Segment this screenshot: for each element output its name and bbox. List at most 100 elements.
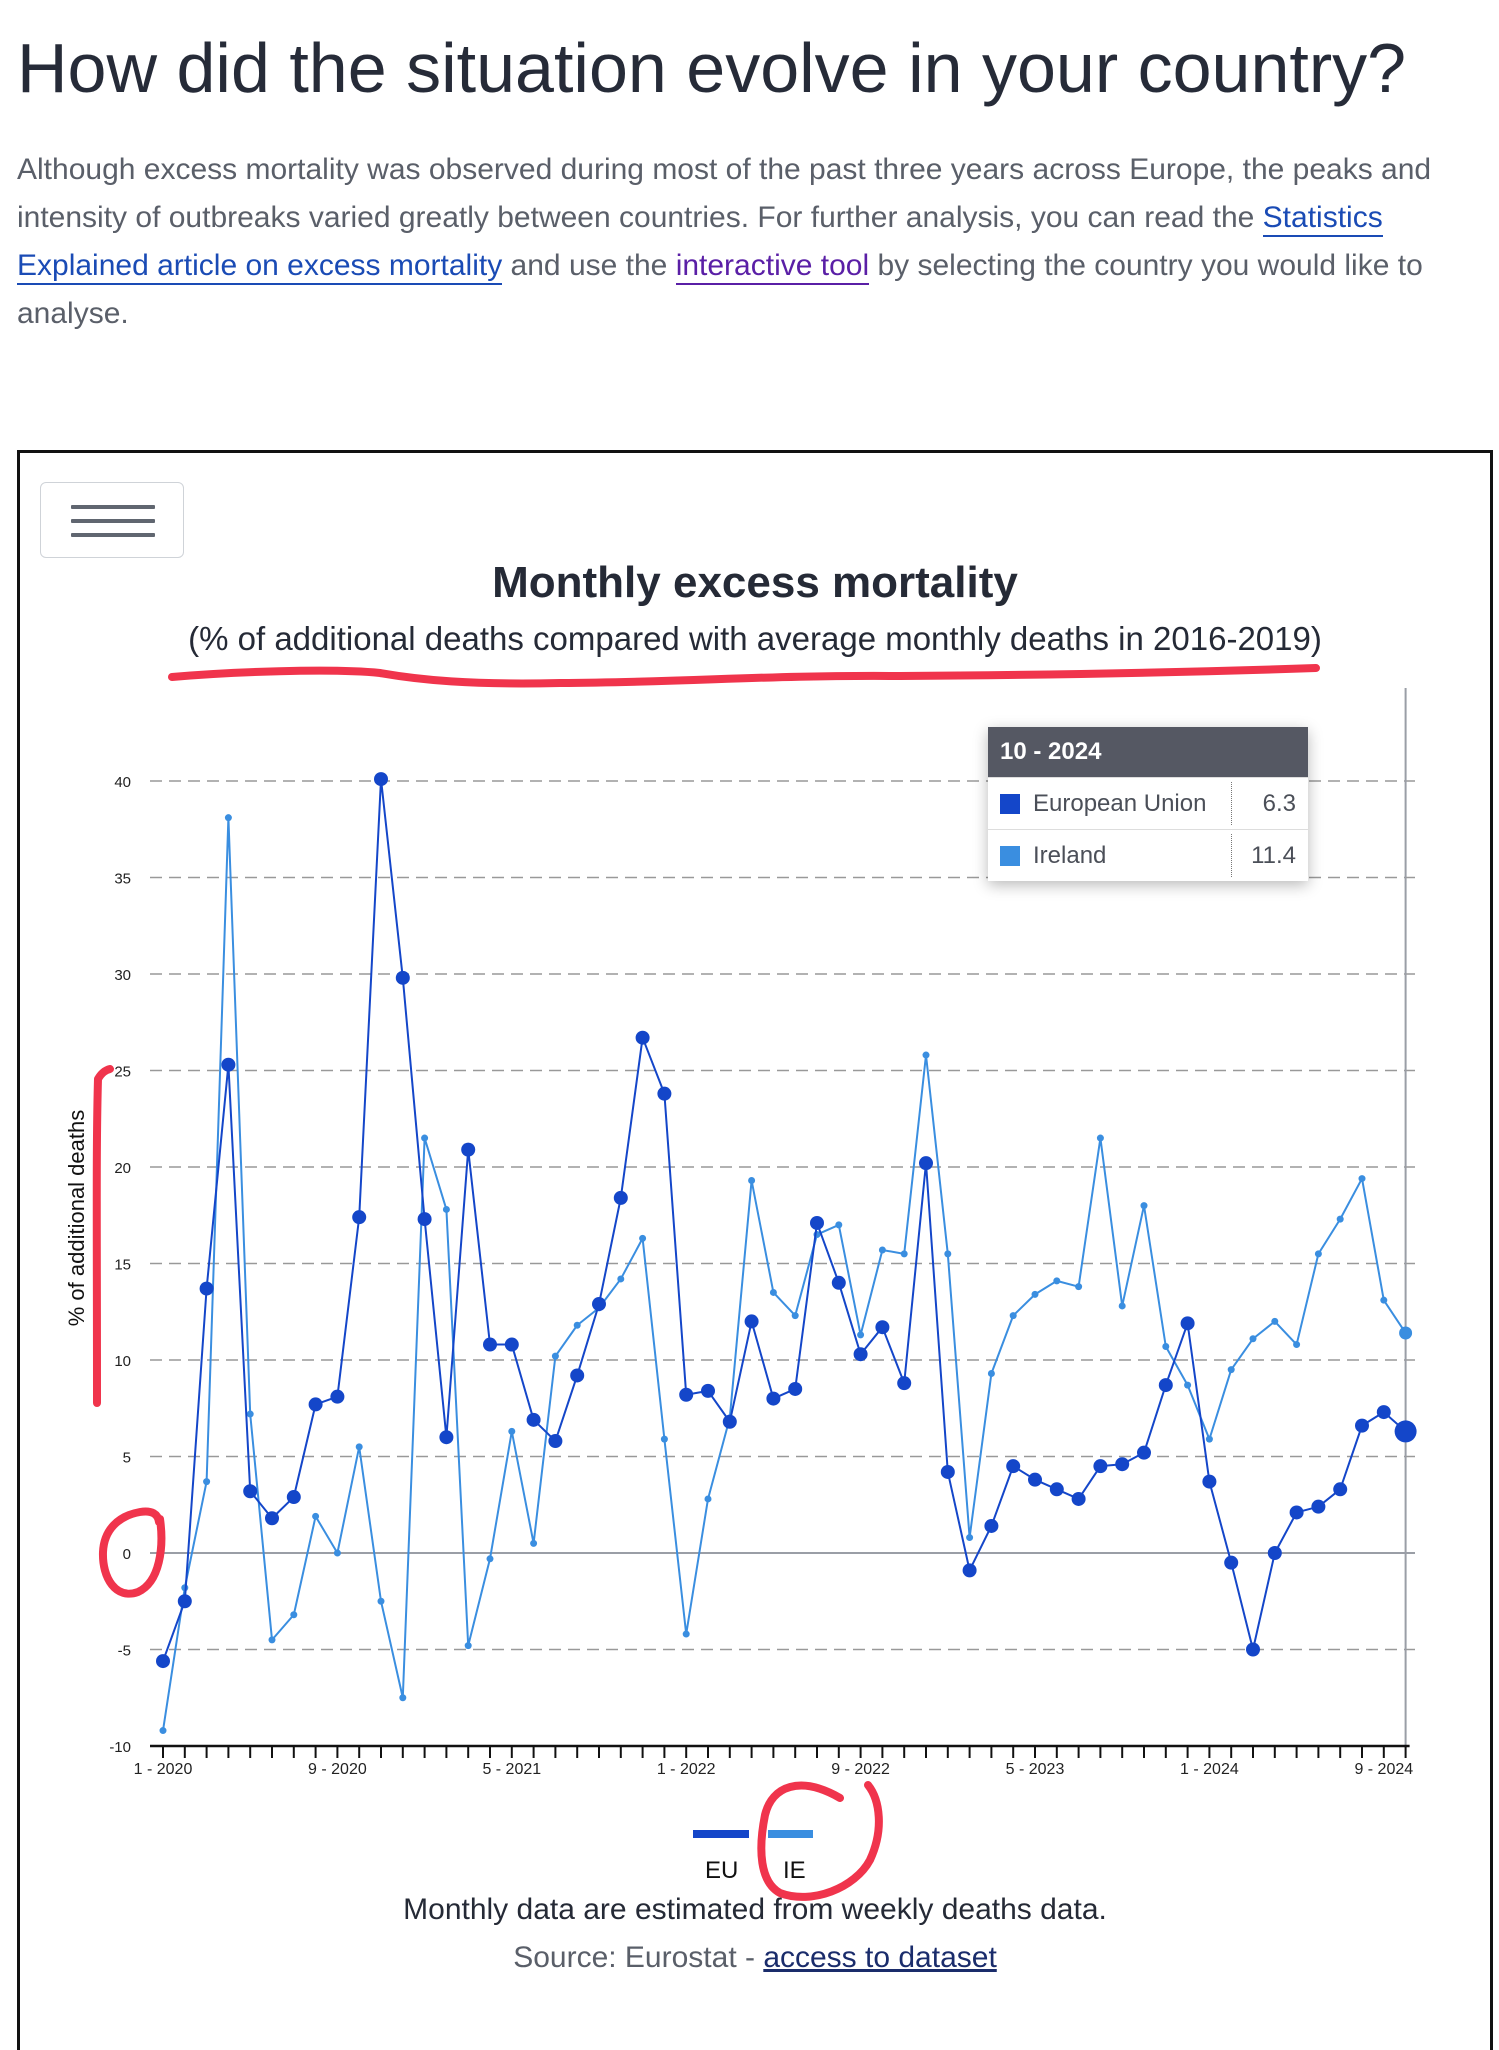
- data-point: [374, 772, 388, 787]
- chart-menu-button[interactable]: [40, 482, 184, 558]
- dataset-link[interactable]: access to dataset: [763, 1941, 997, 1974]
- circle-annotation-ie: [757, 1781, 883, 1901]
- data-point: [439, 1430, 454, 1445]
- data-point: [1355, 1418, 1369, 1433]
- data-point: [940, 1464, 955, 1479]
- x-tick-label: 5 - 2021: [482, 1761, 541, 1778]
- data-point: [1137, 1445, 1151, 1460]
- data-point: [417, 1212, 432, 1227]
- series-eu: [156, 772, 1417, 1669]
- data-point: [657, 1086, 672, 1101]
- data-point: [1049, 1482, 1064, 1497]
- data-point: [766, 1391, 781, 1406]
- data-point: [504, 1337, 519, 1352]
- data-point: [744, 1314, 759, 1329]
- data-point: [984, 1518, 999, 1533]
- hamburger-icon: [71, 505, 155, 509]
- data-point: [1158, 1378, 1173, 1393]
- x-tick-label: 9 - 2022: [831, 1761, 890, 1778]
- data-point: [1202, 1474, 1217, 1489]
- y-tick-label: 30: [114, 967, 131, 984]
- statistics-explained-link[interactable]: Statistics Explained article on excess m…: [17, 201, 1383, 285]
- data-point: [530, 1539, 538, 1547]
- data-point: [1053, 1277, 1061, 1285]
- data-point: [1096, 1134, 1104, 1142]
- data-point: [613, 1190, 628, 1205]
- data-point: [919, 1156, 933, 1171]
- data-point: [1249, 1335, 1257, 1343]
- chart-tooltip: 10 - 2024 European Union 6.3 Ireland 11.…: [988, 727, 1308, 881]
- data-point: [1336, 1215, 1344, 1223]
- data-point: [592, 1297, 606, 1312]
- data-point: [853, 1347, 868, 1362]
- hamburger-icon-line: [71, 519, 155, 523]
- data-point: [486, 1555, 494, 1563]
- data-point: [701, 1383, 715, 1398]
- data-point: [290, 1611, 298, 1619]
- data-point: [962, 1563, 977, 1578]
- data-point: [788, 1381, 803, 1396]
- data-point: [573, 1321, 581, 1329]
- data-point: [1333, 1482, 1348, 1497]
- data-point: [312, 1512, 320, 1520]
- data-point: [900, 1250, 908, 1258]
- data-point: [1093, 1459, 1108, 1474]
- data-point: [399, 1694, 407, 1702]
- circle-annotation-zero: [98, 1507, 166, 1598]
- chart-title: Monthly excess mortality: [492, 558, 1018, 607]
- data-point: [1311, 1499, 1326, 1514]
- source-line: Source: Eurostat - access to dataset: [20, 1941, 1490, 1975]
- data-point: [1162, 1342, 1170, 1350]
- data-point: [635, 1030, 650, 1045]
- data-point: [1376, 1405, 1391, 1420]
- y-tick-label: -5: [118, 1643, 131, 1660]
- x-tick-label: 5 - 2023: [1006, 1761, 1065, 1778]
- data-point: [286, 1490, 301, 1505]
- data-point: [769, 1288, 777, 1296]
- data-point: [987, 1370, 995, 1378]
- data-point: [1071, 1491, 1086, 1506]
- data-point: [203, 1478, 211, 1486]
- underline-annotation: [168, 664, 1320, 688]
- x-tick-label: 1 - 2020: [134, 1761, 193, 1778]
- x-tick-label: 9 - 2024: [1354, 1761, 1413, 1778]
- data-point: [857, 1331, 865, 1339]
- data-point: [835, 1221, 843, 1229]
- data-point: [442, 1205, 450, 1213]
- data-point: [1271, 1317, 1279, 1325]
- x-tick-label: 1 - 2022: [657, 1761, 716, 1778]
- data-point: [722, 1414, 737, 1429]
- data-point: [221, 1057, 236, 1072]
- data-point: [461, 1142, 476, 1157]
- y-tick-label: 5: [123, 1450, 131, 1467]
- data-point: [966, 1534, 974, 1542]
- data-point: [791, 1312, 799, 1320]
- data-point: [224, 814, 232, 822]
- data-point: [355, 1443, 363, 1451]
- data-point: [1031, 1290, 1039, 1298]
- bracket-annotation: [92, 1065, 114, 1407]
- ie-swatch-icon: [1000, 846, 1020, 866]
- data-point: [464, 1642, 472, 1650]
- legend-label-eu[interactable]: EU: [705, 1857, 739, 1884]
- data-point: [1205, 1435, 1213, 1443]
- interactive-tool-link[interactable]: interactive tool: [675, 249, 870, 285]
- series-line-ie: [162, 816, 1407, 1731]
- tooltip-row-ie: Ireland 11.4: [988, 829, 1308, 881]
- legend-swatch-ie: [768, 1830, 813, 1838]
- y-tick-label: 10: [114, 1353, 131, 1370]
- data-point: [679, 1387, 694, 1402]
- data-point: [1246, 1642, 1260, 1657]
- data-point: [1028, 1472, 1042, 1487]
- data-point: [177, 1594, 192, 1609]
- data-point: [878, 1246, 886, 1254]
- data-point: [246, 1410, 254, 1418]
- data-point: [308, 1397, 323, 1412]
- page-heading: How did the situation evolve in your cou…: [17, 29, 1407, 107]
- hamburger-icon-line: [71, 533, 155, 537]
- tooltip-name-ie: Ireland: [1033, 842, 1107, 869]
- data-point: [268, 1636, 276, 1644]
- legend-label-ie[interactable]: IE: [783, 1857, 806, 1884]
- footnote: Monthly data are estimated from weekly d…: [403, 1893, 1107, 1926]
- data-point: [1140, 1202, 1148, 1210]
